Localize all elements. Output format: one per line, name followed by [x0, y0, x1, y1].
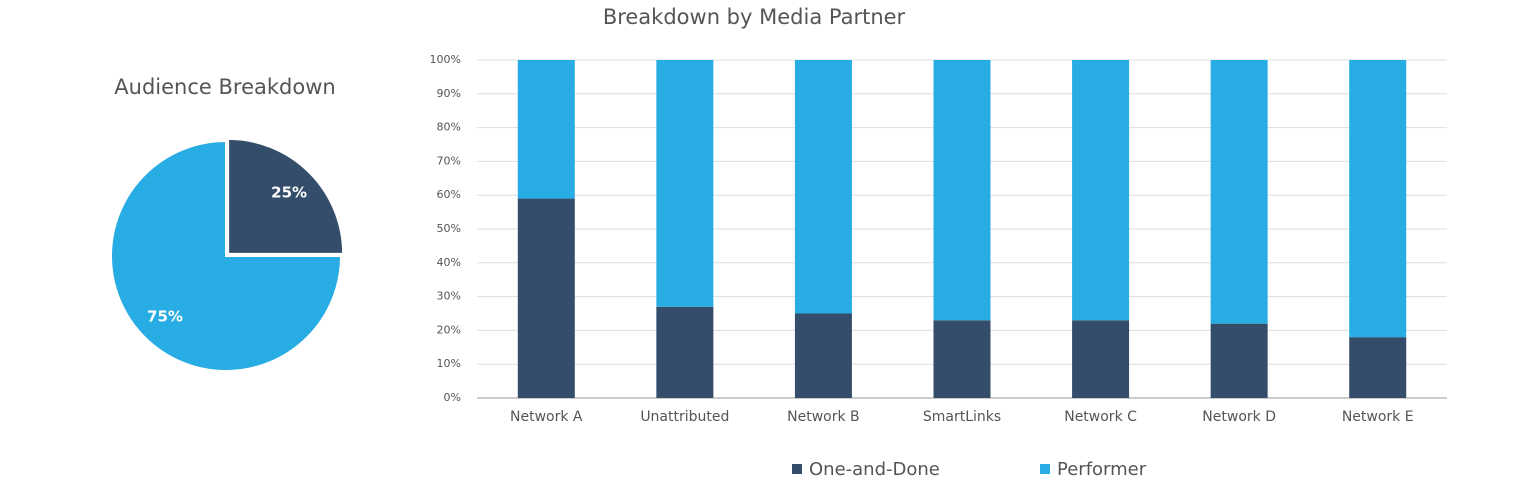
bar-segment — [517, 198, 575, 398]
y-tick-label: 50% — [437, 222, 461, 235]
bar-segment — [1072, 60, 1130, 321]
y-tick-label: 40% — [437, 256, 461, 269]
x-tick-label: Network A — [510, 409, 583, 425]
legend-label: Performer — [1057, 459, 1147, 480]
bar-segment — [1349, 60, 1407, 338]
x-tick-label: Network C — [1064, 409, 1137, 425]
bar-segment — [1210, 323, 1268, 398]
pie-title: Audience Breakdown — [114, 75, 335, 99]
x-tick-label: Network D — [1202, 409, 1276, 425]
y-tick-label: 60% — [437, 188, 461, 201]
bar-segment — [1349, 337, 1407, 398]
legend-swatch — [792, 464, 802, 474]
legend-label: One-and-Done — [809, 459, 940, 480]
y-tick-label: 90% — [437, 87, 461, 100]
bar-segment — [794, 60, 852, 314]
y-tick-label: 80% — [437, 121, 461, 134]
bar-segment — [656, 60, 714, 307]
y-tick-label: 0% — [444, 391, 461, 404]
pie-slice — [110, 139, 343, 372]
x-tick-label: Unattributed — [640, 409, 729, 425]
bar-segment — [656, 306, 714, 398]
y-tick-label: 30% — [437, 290, 461, 303]
pie-slice — [227, 137, 345, 255]
x-tick-label: SmartLinks — [923, 409, 1001, 425]
y-tick-label: 100% — [430, 53, 461, 66]
bar-segment — [794, 313, 852, 398]
bar-segment — [933, 320, 991, 398]
x-tick-label: Network E — [1342, 409, 1414, 425]
bar-segment — [1072, 320, 1130, 398]
y-tick-label: 20% — [437, 323, 461, 336]
bar-segment — [933, 60, 991, 321]
bar-title: Breakdown by Media Partner — [603, 5, 906, 29]
x-tick-label: Network B — [787, 409, 860, 425]
pie-value-label: 75% — [147, 307, 183, 325]
y-tick-label: 10% — [437, 357, 461, 370]
pie-value-label: 25% — [271, 183, 307, 201]
bar-segment — [1210, 60, 1268, 324]
y-tick-label: 70% — [437, 154, 461, 167]
bar-segment — [517, 60, 575, 199]
legend-swatch — [1040, 464, 1050, 474]
